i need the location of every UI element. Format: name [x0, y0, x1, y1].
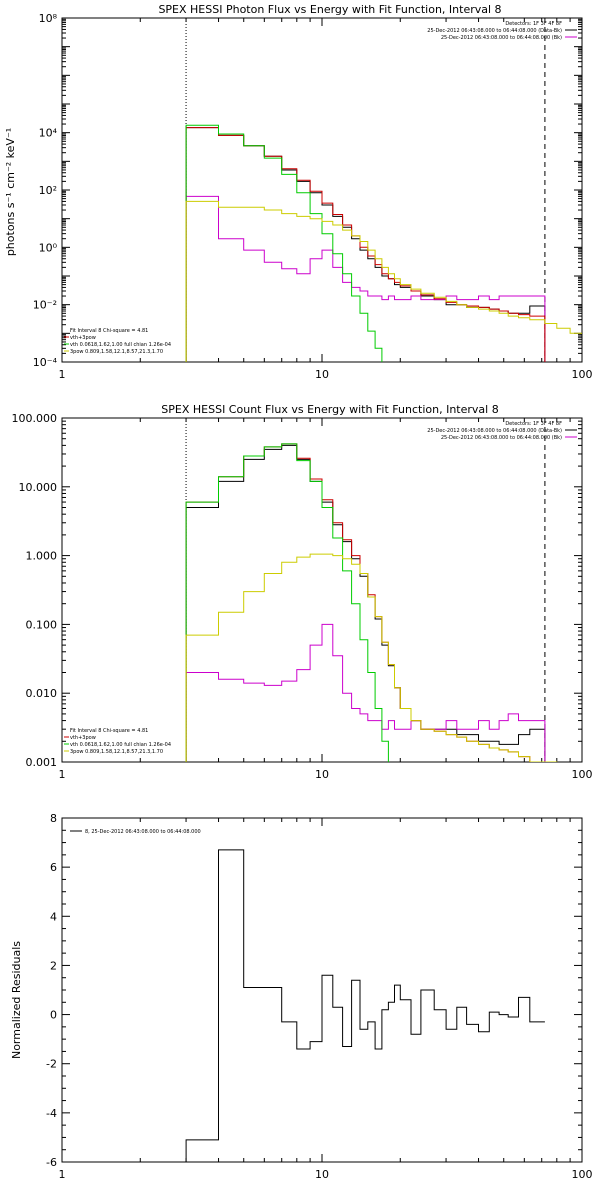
photon-flux-y-tick-label: 10⁰: [39, 241, 58, 254]
residuals-y-tick-label: 0: [50, 1009, 57, 1022]
residuals-y-tick-label: -6: [46, 1156, 57, 1169]
residuals-series-residuals: [185, 849, 545, 1162]
photon-flux-series-vth-3pow: [185, 127, 546, 362]
count-flux-series-vth: [185, 443, 389, 762]
count-flux-legend-text: Detectors: 1F 3F 4F 8F: [505, 421, 562, 427]
count-flux-x-tick-label: 100: [572, 768, 593, 781]
residuals-plot-area: 1 10 100 -6 -4 -2 0 2 4 6 8 8, 25-Dec-2012 06:43:08…: [46, 812, 592, 1181]
photon-flux-frame: [61, 17, 583, 363]
count-flux-x-tick-label: 1: [59, 768, 66, 781]
residuals-y-tick-label: -4: [46, 1107, 57, 1120]
count-flux-fit-legend-text: Fit Interval 8 Chi-square = 4.81: [70, 728, 148, 734]
photon-flux-legend-text: 25-Dec-2012 06:43:08.000 to 06:44:08.000…: [441, 35, 562, 41]
count-flux-series-3pow: [185, 553, 558, 762]
residuals-x-tick-label: 10: [315, 1168, 329, 1181]
residuals-y-tick-label: 4: [50, 910, 57, 923]
count-flux-frame: [61, 417, 583, 763]
residuals-x-tick-label: 1: [59, 1168, 66, 1181]
photon-flux-y-label: photons s⁻¹ cm⁻² keV⁻¹: [4, 128, 17, 256]
count-flux-y-tick-label: 0.001: [26, 756, 58, 769]
photon-flux-fit-legend-text: vth 0.0618,1.62,1.00 full chian 1.26e-04: [70, 342, 171, 348]
photon-flux-y-tick-label: 10⁻²: [33, 299, 57, 312]
count-flux-title: SPEX HESSI Count Flux vs Energy with Fit…: [161, 403, 498, 416]
photon-flux-y-tick-label: 10⁸: [39, 12, 58, 25]
residuals-panel: Normalized Residuals 1 10 100 -6 -4 -2 0 2 4 6 8 8,…: [10, 812, 593, 1181]
count-flux-plot-area: 1 10 100 0.001 0.010 0.100 1.000 10.000 100.000 D…: [12, 412, 593, 781]
photon-flux-x-tick-label: 100: [572, 368, 593, 381]
photon-flux-y-tick-label: 10⁴: [39, 127, 58, 140]
photon-flux-legend-text: 25-Dec-2012 06:43:08.000 to 06:44:08.000…: [427, 28, 562, 34]
photon-flux-x-tick-label: 1: [59, 368, 66, 381]
count-flux-fit-legend-text: vth 0.0618,1.62,1.00 full chian 1.26e-04: [70, 742, 171, 748]
count-flux-x-tick-label: 10: [315, 768, 329, 781]
photon-flux-fit-legend-text: 3pow 0.809,1.58,12.1,8.57,21.3,1.70: [70, 349, 163, 355]
residuals-legend-text: 8, 25-Dec-2012 06:43:08.000 to 06:44:08.…: [85, 829, 201, 835]
residuals-y-tick-label: 8: [50, 812, 57, 825]
photon-flux-plot-area: 1 10 100 10⁻⁴ 10⁻² 10⁰ 10² 10⁴ 10⁸ Detectors: 1F …: [33, 12, 593, 381]
residuals-x-tick-label: 100: [572, 1168, 593, 1181]
photon-flux-x-tick-label: 10: [315, 368, 329, 381]
photon-flux-series-vth: [185, 124, 383, 362]
photon-flux-y-tick-label: 10⁻⁴: [33, 356, 58, 369]
residuals-y-tick-label: 6: [50, 861, 57, 874]
count-flux-fit-legend-text: 3pow 0.809,1.58,12.1,8.57,21.3,1.70: [70, 749, 163, 755]
count-flux-legend-text: 25-Dec-2012 06:43:08.000 to 06:44:08.000…: [441, 435, 562, 441]
count-flux-series-data-bk: [185, 444, 546, 762]
photon-flux-series-bk: [185, 195, 546, 362]
count-flux-y-tick-label: 100.000: [12, 412, 58, 425]
photon-flux-fit-legend-text: Fit Interval 8 Chi-square = 4.81: [70, 328, 148, 334]
photon-flux-legend-text: Detectors: 1F 3F 4F 8F: [505, 21, 562, 27]
count-flux-y-tick-label: 1.000: [26, 550, 58, 563]
photon-flux-title: SPEX HESSI Photon Flux vs Energy with Fi…: [158, 3, 501, 16]
residuals-y-label: Normalized Residuals: [10, 941, 23, 1059]
count-flux-series-bk: [185, 623, 546, 762]
count-flux-panel: SPEX HESSI Count Flux vs Energy with Fit…: [12, 403, 593, 781]
residuals-y-tick-label: 2: [50, 959, 57, 972]
count-flux-y-tick-label: 0.100: [26, 618, 58, 631]
photon-flux-panel: SPEX HESSI Photon Flux vs Energy with Fi…: [4, 3, 593, 381]
photon-flux-fit-legend-text: vth+3pow: [70, 335, 96, 341]
photon-flux-series-3pow: [185, 200, 582, 362]
count-flux-fit-legend-text: vth+3pow: [70, 735, 96, 741]
count-flux-y-tick-label: 0.010: [26, 687, 58, 700]
count-flux-legend-text: 25-Dec-2012 06:43:08.000 to 06:44:08.000…: [427, 428, 562, 434]
photon-flux-y-tick-label: 10²: [39, 184, 57, 197]
residuals-y-tick-label: -2: [46, 1058, 57, 1071]
count-flux-y-tick-label: 10.000: [19, 481, 58, 494]
count-flux-series-vth-3pow: [185, 443, 546, 762]
photon-flux-series-data-bk: [185, 127, 546, 362]
